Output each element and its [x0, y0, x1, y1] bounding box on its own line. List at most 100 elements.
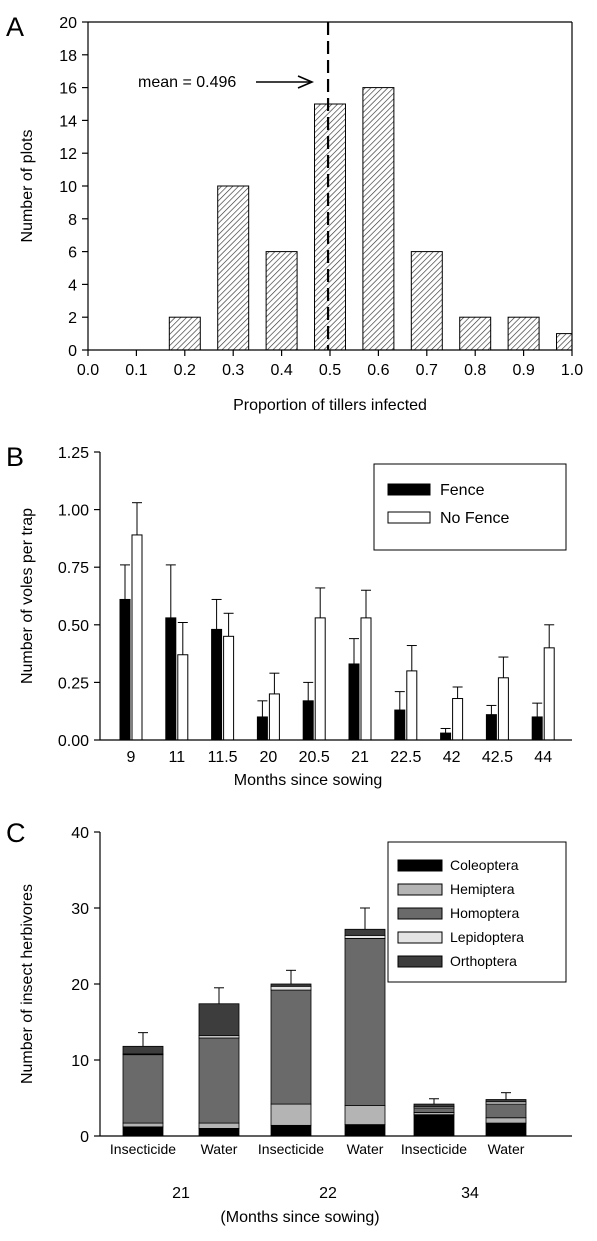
- bar-no-fence: [268, 693, 280, 741]
- bar-fence: [440, 732, 452, 741]
- x-tick-label: 0.3: [222, 362, 244, 379]
- histogram-bar: [217, 185, 250, 351]
- histogram-bar: [507, 316, 540, 351]
- legend-label-homoptera: Homoptera: [450, 905, 519, 921]
- panel-c-x-label: (Months since sowing): [220, 1209, 379, 1226]
- bar-fence: [394, 709, 406, 741]
- panel-b-x-label: Months since sowing: [234, 772, 383, 789]
- stack-segment-homoptera: [485, 1103, 527, 1119]
- stack-segment-coleoptera: [122, 1126, 164, 1137]
- y-tick-label: 0.25: [58, 675, 89, 692]
- panel-b-y-label: Number of voles per trap: [19, 508, 36, 684]
- x-tick-label: Insecticide: [401, 1141, 467, 1157]
- bar-no-fence: [543, 647, 555, 741]
- stack-segment-homoptera: [344, 938, 386, 1107]
- stack-segment-hemiptera: [485, 1117, 527, 1124]
- x-tick-label: 42: [443, 749, 461, 766]
- y-tick-label: 18: [59, 48, 77, 65]
- bar-no-fence: [314, 617, 326, 741]
- x-tick-label: 0.0: [77, 362, 99, 379]
- panel-a-ticks: 0.0 0.1 0.2 0.3 0.4 0.5 0.6 0.7 0.8 0.9 1.0 0 2 4 6 8 10…: [59, 15, 583, 379]
- panel-a-x-label: Proportion of tillers infected: [233, 397, 427, 414]
- x-tick-label: 0.2: [174, 362, 196, 379]
- panel-a-letter: A: [6, 12, 24, 42]
- group-label: 34: [461, 1185, 479, 1202]
- legend-label-no-fence: No Fence: [440, 510, 509, 527]
- x-tick-label: Insecticide: [258, 1141, 324, 1157]
- panel-a-mean-arrowhead: [297, 75, 315, 89]
- stack-segment-coleoptera: [270, 1124, 312, 1137]
- y-tick-label: 20: [59, 15, 77, 32]
- y-tick-label: 10: [71, 1053, 89, 1070]
- x-tick-label: 9: [127, 749, 136, 766]
- legend-label-fence: Fence: [440, 482, 485, 499]
- y-tick-label: 2: [68, 310, 77, 327]
- stack-segment-coleoptera: [198, 1128, 240, 1137]
- x-tick-label: 20: [260, 749, 278, 766]
- y-tick-label: 1.25: [58, 445, 89, 462]
- y-tick-label: 14: [59, 113, 77, 130]
- stack-segment-homoptera: [198, 1037, 240, 1124]
- legend-label-orthoptera: Orthoptera: [450, 953, 517, 969]
- legend-swatch-fence: [387, 483, 431, 496]
- x-tick-label: 1.0: [561, 362, 583, 379]
- stack-segment-homoptera: [413, 1107, 455, 1113]
- panel-b-voles: B 9 11 11.5 20 20.5 21 22.5 42 42.5 44 0.00 0.25 0.5…: [6, 442, 572, 789]
- stack-segment-hemiptera: [198, 1122, 240, 1129]
- panel-c-legend: Coleoptera Hemiptera Homoptera Lepidopte…: [387, 841, 567, 983]
- x-tick-label: 0.1: [125, 362, 147, 379]
- legend-swatch-hemiptera: [397, 883, 443, 896]
- y-tick-label: 20: [71, 977, 89, 994]
- y-tick-label: 0.00: [58, 733, 89, 750]
- bar-fence: [485, 714, 497, 741]
- histogram-bar: [265, 251, 298, 351]
- x-tick-label: 0.6: [367, 362, 389, 379]
- stack-segment-hemiptera: [122, 1122, 164, 1128]
- y-tick-label: 8: [68, 212, 77, 229]
- x-tick-label: 0.9: [512, 362, 534, 379]
- legend-swatch-homoptera: [397, 907, 443, 920]
- legend-label-coleoptera: Coleoptera: [450, 857, 519, 873]
- bar-fence: [211, 628, 223, 741]
- y-tick-label: 10: [59, 179, 77, 196]
- panel-a-bars: [168, 87, 573, 351]
- bar-fence: [531, 716, 543, 741]
- legend-swatch-lepidoptera: [397, 931, 443, 944]
- stack-segment-coleoptera: [413, 1114, 455, 1137]
- stack-segment-orthoptera: [485, 1099, 527, 1103]
- y-tick-label: 16: [59, 81, 77, 98]
- bar-fence: [119, 598, 131, 741]
- panel-c-ticks: Insecticide Water Insecticide Water Insectic…: [71, 825, 525, 1202]
- x-tick-label: 22.5: [390, 749, 421, 766]
- panel-c-bars: [122, 907, 527, 1137]
- group-label: 21: [172, 1185, 190, 1202]
- bar-no-fence: [497, 677, 509, 741]
- x-tick-label: 11: [168, 749, 185, 766]
- x-tick-label: Water: [201, 1141, 238, 1157]
- x-tick-label: 0.5: [319, 362, 341, 379]
- legend-swatch-coleoptera: [397, 859, 443, 872]
- y-tick-label: 40: [71, 825, 89, 842]
- histogram-bar: [410, 251, 443, 351]
- stack-segment-orthoptera: [270, 983, 312, 987]
- panel-a-y-label: Number of plots: [19, 130, 36, 243]
- histogram-bar: [314, 103, 346, 351]
- stack-segment-orthoptera: [344, 928, 386, 936]
- legend-swatch-orthoptera: [397, 955, 443, 968]
- x-tick-label: Insecticide: [110, 1141, 176, 1157]
- y-tick-label: 4: [68, 277, 77, 294]
- x-tick-label: 11.5: [208, 749, 238, 766]
- panel-c-letter: C: [6, 818, 26, 848]
- bar-fence: [165, 617, 177, 741]
- panel-a-mean-label: mean = 0.496: [138, 74, 236, 91]
- bar-fence: [348, 663, 360, 741]
- y-tick-label: 12: [59, 146, 77, 163]
- x-tick-label: 44: [534, 749, 552, 766]
- stack-segment-orthoptera: [198, 1003, 240, 1037]
- bar-no-fence: [131, 534, 143, 741]
- histogram-bar: [459, 316, 492, 351]
- bar-fence: [302, 700, 314, 741]
- stack-segment-hemiptera: [344, 1105, 386, 1125]
- y-tick-label: 0: [68, 343, 77, 360]
